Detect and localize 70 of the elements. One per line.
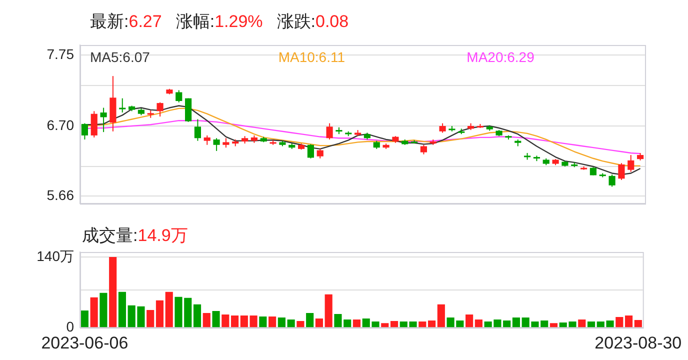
bar <box>418 322 426 328</box>
candlestick <box>326 122 333 140</box>
candlestick <box>176 90 182 103</box>
bar <box>624 316 633 328</box>
bar <box>109 257 117 328</box>
text: MA5:6.07 <box>90 49 150 65</box>
bar <box>212 310 220 328</box>
bar <box>156 300 164 328</box>
bar <box>287 320 295 328</box>
bar <box>578 320 586 328</box>
candlestick <box>194 118 202 142</box>
bar <box>230 316 239 328</box>
candlestick <box>618 162 625 180</box>
candlestick <box>204 134 210 146</box>
text: MA20:6.29 <box>466 49 534 65</box>
chart-title: 成交量:14.9万 <box>82 226 188 245</box>
bar <box>165 292 173 328</box>
bar <box>193 304 202 328</box>
bar <box>616 317 624 328</box>
bar <box>437 304 445 328</box>
bar <box>259 316 267 328</box>
bar <box>550 323 558 328</box>
bar <box>80 310 88 328</box>
bar <box>306 312 314 328</box>
bar <box>240 316 248 328</box>
bar <box>474 320 482 328</box>
bar <box>466 314 474 328</box>
candlestick <box>119 98 126 113</box>
bar <box>202 312 210 328</box>
candlestick <box>628 154 634 172</box>
candlestick <box>316 148 324 159</box>
bar <box>146 310 154 328</box>
bar <box>352 320 361 328</box>
candlestick <box>222 138 230 148</box>
candlestick <box>90 110 98 138</box>
text: MA10:6.11 <box>278 49 345 65</box>
bar <box>390 321 398 328</box>
candlestick <box>307 144 314 159</box>
bar <box>268 316 276 328</box>
y-tick-label: 5.66 <box>46 187 74 204</box>
y-tick-label: 6.70 <box>46 116 74 133</box>
bar <box>512 318 520 328</box>
bar <box>296 321 304 328</box>
y-tick-label: 140万 <box>36 248 74 264</box>
x-tick-label: 2023-08-30 <box>594 333 682 352</box>
candlestick <box>81 122 88 140</box>
bar <box>278 318 286 328</box>
candlestick <box>184 98 192 122</box>
chart-title: 最新:6.27 涨幅:1.29% 涨跌:0.08 <box>90 12 349 31</box>
candlestick <box>608 174 616 188</box>
bar <box>118 292 126 328</box>
bar <box>381 323 389 328</box>
candlestick <box>100 107 107 133</box>
bar <box>90 297 98 328</box>
bar <box>222 314 230 328</box>
y-tick-label: 7.75 <box>46 46 74 62</box>
bar <box>100 292 108 328</box>
bar <box>587 322 596 328</box>
bar <box>324 294 332 328</box>
candlestick <box>156 102 164 118</box>
x-tick-label: 2023-06-06 <box>41 333 128 352</box>
candlestick <box>439 122 446 134</box>
y-tick-label: 0 <box>66 318 74 334</box>
candlestick <box>420 144 428 155</box>
bar <box>428 320 436 328</box>
candlestick <box>213 138 220 152</box>
bar <box>634 320 642 328</box>
bar <box>503 320 511 328</box>
bar <box>315 318 323 328</box>
bar <box>250 316 258 328</box>
